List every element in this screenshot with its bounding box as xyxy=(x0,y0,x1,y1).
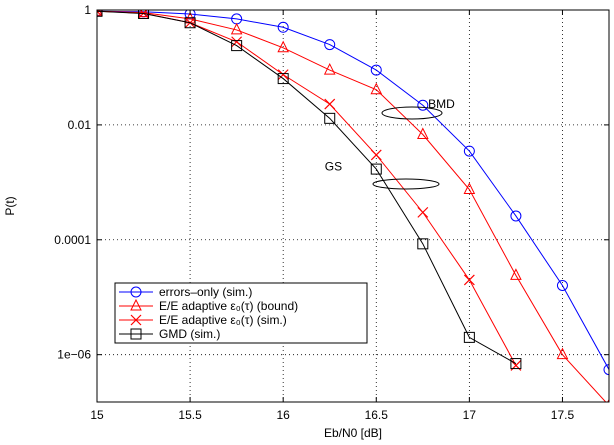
data-point xyxy=(277,21,289,33)
data-point xyxy=(138,10,150,19)
data-point xyxy=(510,210,522,222)
series-line xyxy=(97,10,517,365)
grid xyxy=(97,10,609,402)
data-point xyxy=(324,39,336,51)
x-tick-label: 17 xyxy=(463,408,477,422)
annotation-ellipse xyxy=(372,178,440,190)
legend-entry: E/E adaptive ε₀(τ) (bound) xyxy=(159,299,298,313)
data-point xyxy=(277,40,289,53)
data-point xyxy=(603,364,609,376)
data-point xyxy=(231,36,243,48)
data-point xyxy=(137,10,150,18)
data-point xyxy=(463,145,475,157)
y-tick-label: 0.0001 xyxy=(54,233,91,247)
data-point xyxy=(324,98,336,110)
series-group xyxy=(97,10,609,402)
legend-marker xyxy=(130,286,142,298)
data-point xyxy=(97,10,103,17)
plot-frame xyxy=(96,9,610,403)
legend-marker xyxy=(130,328,142,340)
data-point xyxy=(324,112,336,124)
series-line xyxy=(97,10,607,402)
legend-entry: GMD (sim.) xyxy=(159,327,220,341)
data-point xyxy=(463,274,475,286)
data-point xyxy=(556,347,569,360)
ticks: 15 15.5 16 16.5 17 17.5 1 0.01 0.0001 1e−06 xyxy=(54,3,609,422)
data-point xyxy=(231,40,243,52)
data-point xyxy=(97,10,103,17)
y-tick-label: 1 xyxy=(84,3,91,17)
data-point xyxy=(463,331,475,343)
legend-entry: errors–only (sim.) xyxy=(159,285,252,299)
y-tick-label: 1e−06 xyxy=(57,348,91,362)
data-point xyxy=(417,99,429,111)
data-point xyxy=(556,279,568,291)
x-tick-label: 16 xyxy=(277,408,291,422)
data-point xyxy=(277,73,289,85)
data-point xyxy=(417,206,429,218)
x-tick-label: 16.5 xyxy=(365,408,389,422)
data-point xyxy=(510,268,522,280)
data-point xyxy=(370,163,382,175)
data-point xyxy=(370,149,382,161)
legend-marker xyxy=(130,314,142,326)
data-point xyxy=(463,182,476,195)
data-point xyxy=(184,17,196,29)
annotation-label: GS xyxy=(325,159,342,173)
annotation-ellipse xyxy=(381,106,443,120)
x-tick-label: 17.5 xyxy=(551,408,575,422)
legend-box xyxy=(114,282,368,344)
data-point xyxy=(510,358,522,370)
x-tick-label: 15 xyxy=(90,408,104,422)
data-point xyxy=(370,64,382,76)
x-axis-label: Eb/N0 [dB] xyxy=(324,426,382,440)
annotations: BMD GS xyxy=(325,97,455,190)
series-line xyxy=(97,10,609,370)
y-axis-label: P(t) xyxy=(3,196,17,215)
legend-entry: E/E adaptive ε₀(τ) (sim.) xyxy=(159,313,287,327)
data-point xyxy=(277,69,289,81)
data-point xyxy=(417,238,429,250)
annotation-label: BMD xyxy=(428,97,455,111)
data-point xyxy=(323,62,336,75)
data-point xyxy=(230,22,243,35)
y-tick-label: 0.01 xyxy=(68,118,92,132)
series-3 xyxy=(97,10,522,370)
data-point xyxy=(370,82,383,95)
legend: errors–only (sim.)E/E adaptive ε₀(τ) (bo… xyxy=(114,282,368,344)
data-point xyxy=(417,127,429,140)
x-tick-label: 15.5 xyxy=(178,408,202,422)
legend-marker xyxy=(130,298,142,311)
